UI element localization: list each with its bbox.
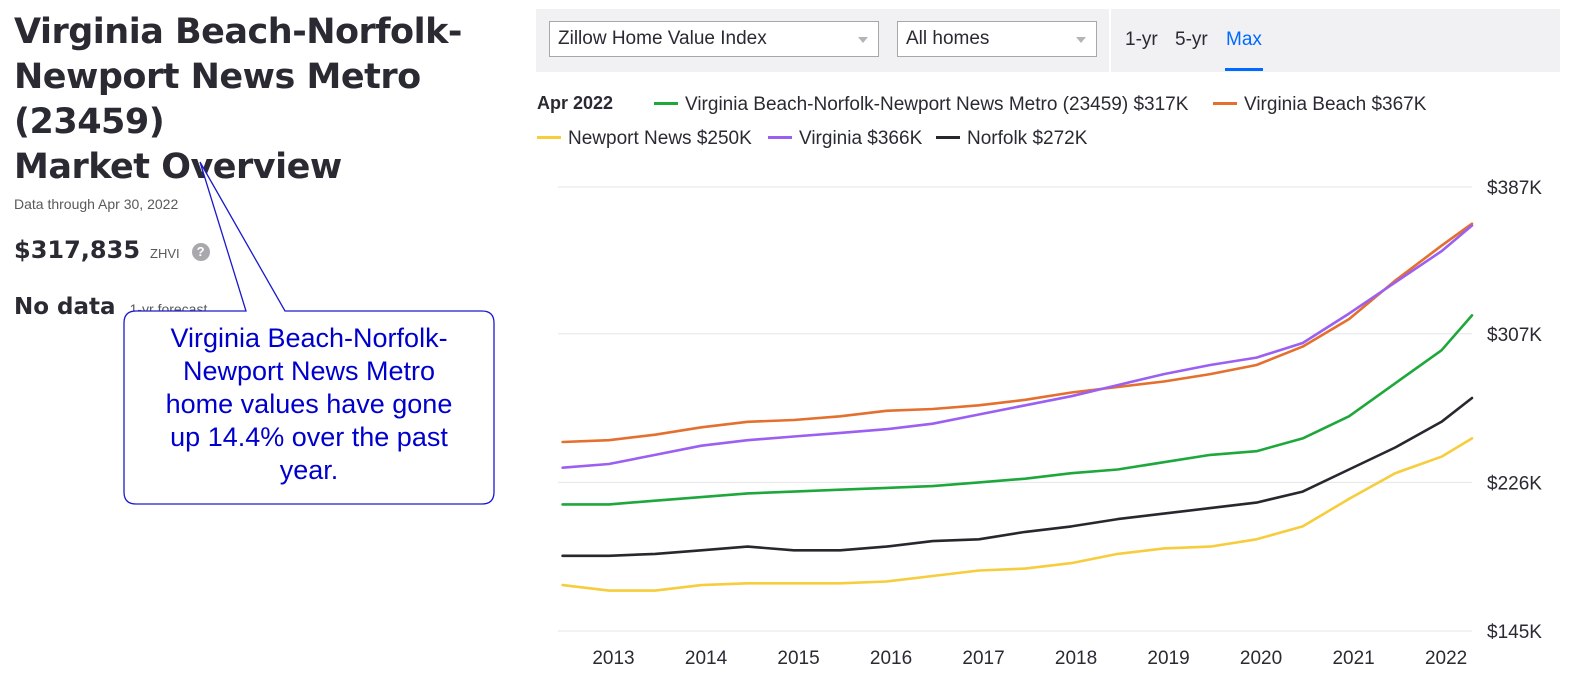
series-line-virginia-beach bbox=[561, 222, 1474, 444]
question-circle-icon[interactable]: ? bbox=[191, 243, 210, 261]
tab-max[interactable]: Max bbox=[1226, 29, 1262, 50]
metric-select-value: Zillow Home Value Index bbox=[558, 28, 767, 49]
legend-date: Apr 2022 bbox=[537, 93, 614, 113]
x-tick-label: 2016 bbox=[870, 648, 912, 669]
title-line: Market Overview bbox=[14, 147, 342, 187]
active-tab-indicator bbox=[1225, 68, 1263, 71]
legend-swatch bbox=[936, 135, 960, 139]
x-tick-label: 2017 bbox=[962, 648, 1004, 669]
callout-line: year. bbox=[279, 455, 339, 485]
callout-line: up 14.4% over the past bbox=[170, 422, 448, 452]
range-tabs: 1-yr 5-yr Max bbox=[1109, 9, 1560, 72]
callout-line: Newport News Metro bbox=[182, 356, 436, 386]
x-tick-label: 2015 bbox=[777, 648, 819, 669]
series-line-virginia bbox=[561, 224, 1474, 470]
tab-5-yr[interactable]: 5-yr bbox=[1175, 29, 1208, 50]
callout-line: home values have gone bbox=[165, 389, 453, 419]
legend-label: Norfolk $272K bbox=[967, 128, 1088, 149]
title-line: Newport News Metro (23459) bbox=[14, 57, 421, 142]
chevron-down-icon bbox=[1076, 37, 1086, 43]
home-type-select-value: All homes bbox=[906, 28, 990, 49]
zhvi-value: $317,835 bbox=[14, 236, 141, 264]
grid-lines bbox=[558, 186, 1472, 632]
y-tick-label: $145K bbox=[1487, 622, 1542, 643]
legend-item-newport-news: Newport News $250K bbox=[537, 128, 752, 150]
tab-1-yr[interactable]: 1-yr bbox=[1125, 29, 1158, 50]
legend-swatch bbox=[654, 101, 678, 105]
callout-text: Virginia Beach-Norfolk- Newport News Met… bbox=[124, 322, 494, 487]
legend-item-virginia-beach: Virginia Beach $367K bbox=[1213, 94, 1426, 116]
zhvi-label: ZHVI bbox=[150, 245, 180, 261]
legend-item-metro: Virginia Beach-Norfolk-Newport News Metr… bbox=[654, 94, 1188, 116]
home-type-select[interactable]: All homes bbox=[897, 21, 1097, 57]
y-tick-label: $307K bbox=[1487, 325, 1542, 346]
legend-label: Virginia $366K bbox=[799, 128, 923, 149]
market-overview-panel: Virginia Beach-Norfolk- Newport News Met… bbox=[14, 10, 524, 320]
y-tick-label: $226K bbox=[1487, 473, 1542, 494]
chevron-down-icon bbox=[858, 37, 868, 43]
callout-line: Virginia Beach-Norfolk- bbox=[170, 323, 448, 353]
legend-swatch bbox=[537, 135, 561, 139]
legend-swatch bbox=[1213, 101, 1237, 105]
chart-toolbar: Zillow Home Value Index All homes 1-yr 5… bbox=[536, 9, 1560, 72]
x-tick-label: 2014 bbox=[685, 648, 728, 669]
legend-item-norfolk: Norfolk $272K bbox=[936, 128, 1087, 150]
zhvi-row: $317,835 ZHVI ? bbox=[14, 236, 524, 264]
legend-label: Virginia Beach-Norfolk-Newport News Metr… bbox=[685, 94, 1189, 115]
x-tick-label: 2013 bbox=[592, 648, 634, 669]
y-axis-ticks: $387K $307K $226K $145K bbox=[1487, 178, 1542, 643]
x-tick-label: 2021 bbox=[1332, 648, 1374, 669]
legend-label: Virginia Beach $367K bbox=[1244, 94, 1427, 115]
data-through-date: Data through Apr 30, 2022 bbox=[14, 196, 179, 212]
y-tick-label: $387K bbox=[1487, 178, 1542, 199]
x-tick-label: 2022 bbox=[1425, 648, 1467, 669]
x-axis-ticks: 2013 2014 2015 2016 2017 2018 2019 2020 2021 2022 bbox=[592, 648, 1467, 669]
series-line-norfolk bbox=[561, 396, 1474, 558]
title-line: Virginia Beach-Norfolk- bbox=[14, 12, 462, 52]
callout-outline bbox=[123, 161, 495, 505]
series-line-virginia-beach-norfolk-newport-news-metro-23459 bbox=[561, 314, 1474, 506]
x-tick-label: 2020 bbox=[1240, 648, 1282, 669]
legend-label: Newport News $250K bbox=[568, 128, 752, 149]
series-lines bbox=[561, 222, 1474, 592]
legend-item-virginia: Virginia $366K bbox=[768, 128, 922, 150]
forecast-value: No data bbox=[14, 294, 116, 320]
page-title: Virginia Beach-Norfolk- Newport News Met… bbox=[14, 10, 524, 190]
metric-select[interactable]: Zillow Home Value Index bbox=[549, 21, 879, 57]
x-tick-label: 2018 bbox=[1055, 648, 1097, 669]
series-line-newport-news bbox=[561, 437, 1474, 592]
legend-swatch bbox=[768, 135, 792, 139]
x-tick-label: 2019 bbox=[1147, 648, 1189, 669]
